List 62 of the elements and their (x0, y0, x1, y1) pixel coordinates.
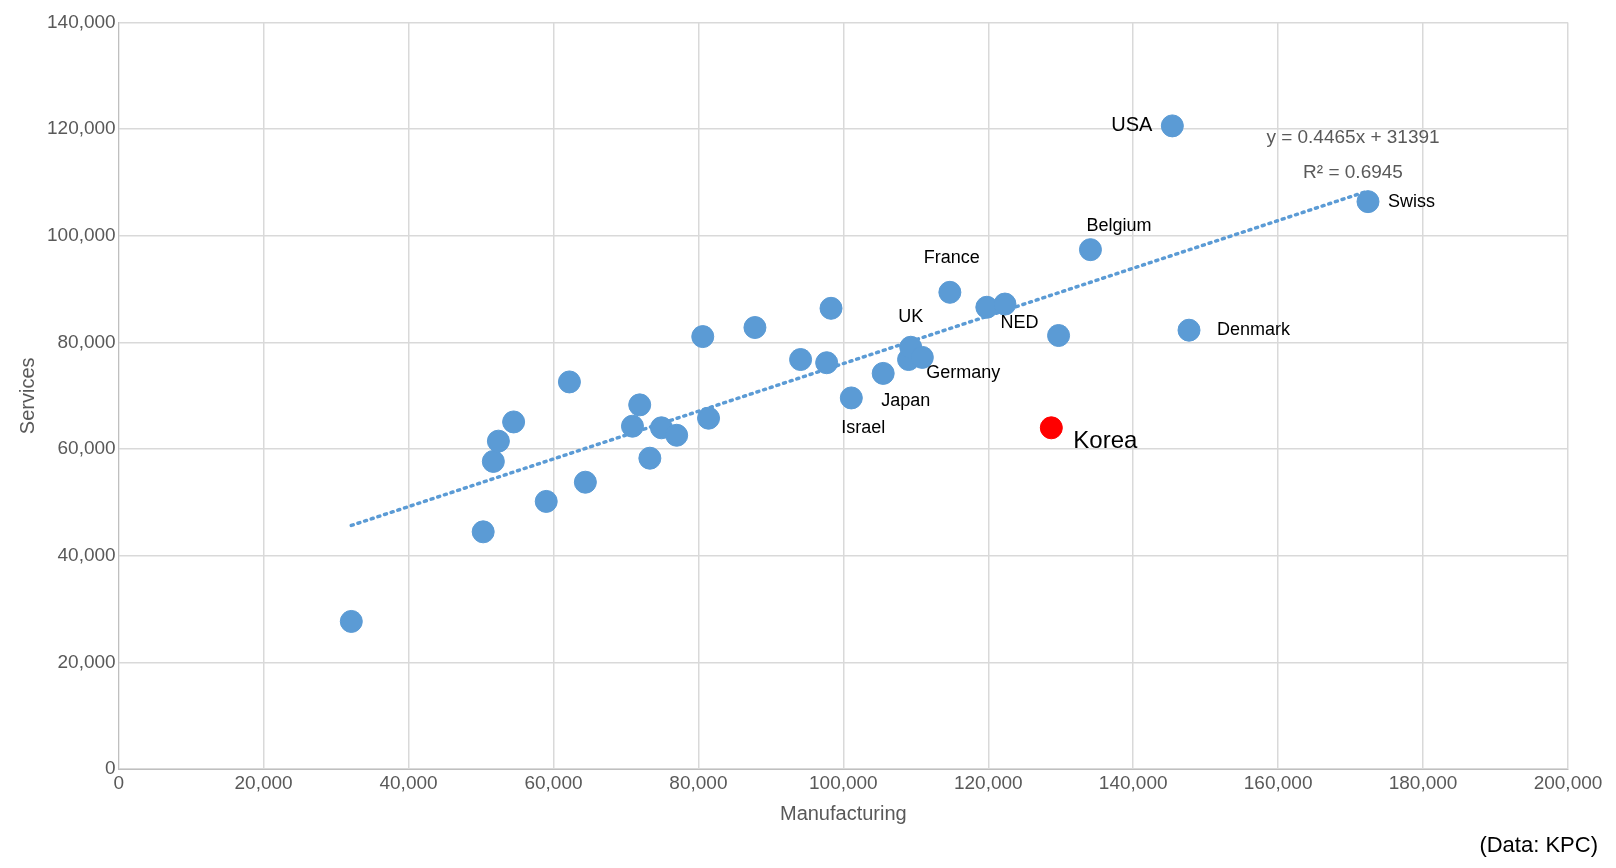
point (620, 414, 644, 438)
point (993, 292, 1017, 316)
x-axis-title: Manufacturing (779, 801, 907, 824)
point (638, 446, 662, 470)
point (1177, 318, 1201, 342)
annotation: NED (1000, 312, 1039, 333)
point (691, 325, 715, 349)
y-tick-label: 0 (105, 757, 116, 779)
point (1078, 238, 1102, 262)
point (339, 609, 363, 633)
point (1356, 190, 1380, 214)
y-tick-label: 100,000 (46, 224, 116, 246)
point (1047, 324, 1071, 348)
annotation: Germany (926, 362, 1001, 383)
annotation: France (923, 247, 980, 268)
point (557, 370, 581, 394)
annotation: Belgium (1086, 214, 1152, 235)
x-tick-label: 140,000 (1098, 771, 1168, 793)
y-tick-label: 40,000 (57, 544, 116, 566)
annotation: R² = 0.6945 (1303, 161, 1403, 183)
point (471, 520, 495, 544)
point (481, 449, 505, 473)
x-tick-label: 100,000 (809, 771, 878, 793)
point (573, 470, 597, 494)
y-tick-label: 140,000 (46, 10, 116, 32)
annotation: Swiss (1387, 190, 1436, 211)
point (815, 351, 839, 375)
y-axis-title: Services (15, 357, 38, 435)
point (789, 348, 813, 372)
point (486, 429, 510, 453)
point (628, 393, 652, 417)
point (1160, 114, 1184, 138)
x-tick-label: 80,000 (669, 771, 728, 793)
annotation: Japan (881, 390, 931, 411)
x-tick-label: 20,000 (234, 771, 293, 793)
annotation: Denmark (1217, 319, 1292, 340)
x-tick-label: 180,000 (1388, 771, 1458, 793)
annotation: UK (898, 306, 924, 327)
point (502, 410, 526, 434)
point (534, 489, 558, 513)
annotation: y = 0.4465x + 31391 (1266, 126, 1440, 148)
point (819, 296, 843, 320)
x-tick-label: 60,000 (524, 771, 583, 793)
x-tick-label: 120,000 (953, 771, 1023, 793)
point (1039, 416, 1063, 440)
y-tick-label: 20,000 (57, 650, 116, 672)
y-tick-label: 80,000 (57, 330, 116, 352)
point (938, 280, 962, 304)
y-tick-label: 120,000 (46, 117, 116, 139)
point (697, 406, 721, 430)
text: (Data: KPC) (1479, 832, 1598, 858)
annotation: Korea (1073, 426, 1139, 454)
point (871, 361, 895, 385)
x-tick-label: 200,000 (1533, 771, 1603, 793)
annotation: USA (1111, 113, 1153, 136)
annotation: Israel (841, 416, 886, 437)
x-tick-label: 160,000 (1243, 771, 1313, 793)
point (839, 386, 863, 410)
point (665, 423, 689, 447)
x-tick-label: 40,000 (379, 771, 438, 793)
y-tick-label: 60,000 (57, 437, 116, 459)
point (743, 316, 767, 340)
